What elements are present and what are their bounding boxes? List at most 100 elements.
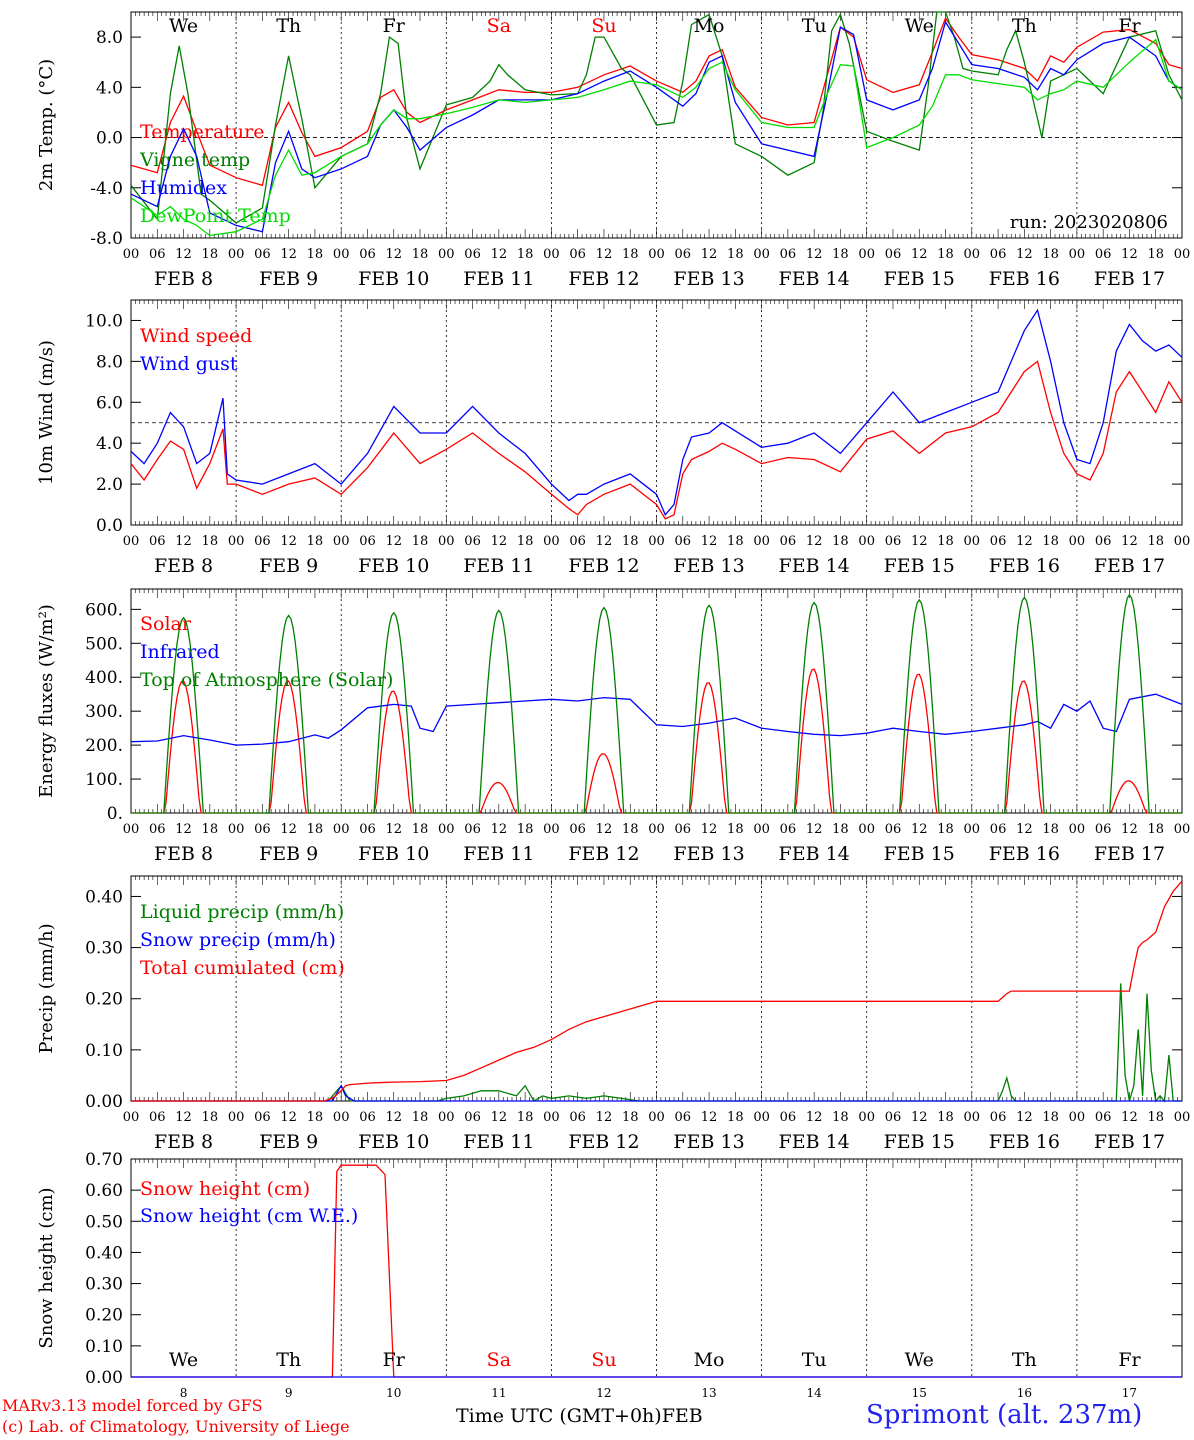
hour-label: 00 [438, 534, 455, 549]
legend-entry: Vigne temp [139, 149, 250, 171]
hour-label: 00 [228, 247, 245, 262]
series-line [130, 693, 1183, 746]
hour-label: 18 [937, 822, 954, 837]
hour-label: 00 [228, 1110, 245, 1125]
hour-label: 06 [254, 1110, 271, 1125]
hour-label: 12 [1121, 1110, 1138, 1125]
weekday-label: Tu [802, 15, 827, 37]
series-line [131, 593, 1182, 814]
hour-label: 18 [832, 822, 849, 837]
hour-label: 18 [202, 822, 219, 837]
date-label: FEB 16 [989, 268, 1060, 290]
hour-label: 00 [438, 822, 455, 837]
hour-label: 06 [149, 822, 166, 837]
hour-label: 00 [543, 534, 560, 549]
day-number-label: 11 [491, 1386, 506, 1400]
date-label: FEB 10 [358, 268, 429, 290]
hour-label: 12 [596, 1110, 613, 1125]
y-tick-label: 8.0 [96, 352, 123, 372]
hour-label: 06 [885, 534, 902, 549]
day-number-label: 9 [285, 1386, 293, 1400]
hour-label: 06 [885, 247, 902, 262]
run-label: run: 2023020806 [1010, 212, 1168, 233]
hour-label: 18 [1042, 247, 1059, 262]
y-tick-label: 0.40 [85, 887, 123, 907]
bottom-weekday-label: Tu [802, 1349, 827, 1371]
hour-label: 12 [280, 247, 297, 262]
date-label: FEB 15 [884, 555, 955, 577]
hour-label: 00 [964, 1110, 981, 1125]
hour-label: 00 [1069, 534, 1086, 549]
date-label: FEB 14 [779, 843, 850, 865]
y-tick-label: 0.20 [85, 1306, 123, 1326]
hour-label: 00 [123, 247, 140, 262]
hour-label: 06 [990, 822, 1007, 837]
y-tick-label: 10.0 [85, 311, 123, 331]
date-label: FEB 16 [989, 555, 1060, 577]
hour-label: 18 [1147, 247, 1164, 262]
hour-label: 12 [1016, 1110, 1033, 1125]
y-axis-label: Snow height (cm) [36, 1187, 57, 1348]
date-label: FEB 13 [673, 843, 744, 865]
hour-label: 18 [937, 1110, 954, 1125]
y-tick-label: 0.00 [85, 1092, 123, 1112]
hour-label: 00 [753, 247, 770, 262]
hour-label: 06 [569, 534, 586, 549]
hour-label: 18 [202, 534, 219, 549]
hour-label: 00 [858, 247, 875, 262]
series-line [131, 1164, 1182, 1378]
bottom-weekday-label: Fr [1118, 1349, 1141, 1371]
hour-label: 12 [911, 534, 928, 549]
series-line [130, 38, 1183, 237]
hour-label: 06 [464, 1110, 481, 1125]
credit-line-1: MARv3.13 model forced by GFS [2, 1396, 263, 1415]
hour-label: 06 [675, 247, 692, 262]
hour-label: 00 [123, 1110, 140, 1125]
series-line [130, 360, 1183, 520]
hour-label: 00 [648, 1110, 665, 1125]
y-tick-label: 0.10 [85, 1041, 123, 1061]
y-tick-label: 200. [85, 736, 123, 756]
hour-label: 12 [491, 534, 508, 549]
day-number-label: 17 [1122, 1386, 1137, 1400]
hour-label: 06 [1095, 534, 1112, 549]
hour-label: 18 [517, 247, 534, 262]
legend-entry: Snow height (cm W.E.) [140, 1205, 358, 1227]
date-label: FEB 9 [259, 555, 318, 577]
y-tick-label: 2.0 [96, 475, 123, 495]
date-label: FEB 14 [779, 555, 850, 577]
y-tick-label: 0.60 [85, 1181, 123, 1201]
y-tick-label: 4.0 [96, 434, 123, 454]
bottom-weekday-label: Mo [694, 1349, 725, 1371]
legend-entry: Wind gust [140, 353, 238, 375]
hour-label: 12 [491, 1110, 508, 1125]
hour-label: 12 [806, 534, 823, 549]
date-label: FEB 12 [568, 1131, 639, 1153]
hour-label: 18 [832, 1110, 849, 1125]
legend-entry: DewPoint Temp [140, 205, 291, 227]
y-axis-label: Precip (mm/h) [36, 923, 57, 1053]
bottom-weekday-label: Sa [487, 1349, 511, 1371]
hour-label: 00 [1069, 1110, 1086, 1125]
y-tick-label: 100. [85, 770, 123, 790]
hour-label: 12 [596, 534, 613, 549]
y-tick-label: 0.0 [96, 516, 123, 536]
day-number-label: 10 [386, 1386, 401, 1400]
series-line [130, 308, 1183, 517]
y-tick-label: -4.0 [90, 179, 123, 199]
hour-label: 12 [806, 1110, 823, 1125]
y-tick-label: 0.00 [85, 1368, 123, 1388]
hour-label: 12 [701, 822, 718, 837]
date-label: FEB 17 [1094, 555, 1165, 577]
hour-label: 06 [569, 822, 586, 837]
hour-label: 12 [596, 822, 613, 837]
hour-label: 18 [202, 247, 219, 262]
hour-label: 18 [622, 822, 639, 837]
series-line [130, 20, 1183, 233]
hour-label: 18 [622, 1110, 639, 1125]
date-label: FEB 9 [259, 843, 318, 865]
hour-label: 00 [123, 822, 140, 837]
day-number-label: 15 [912, 1386, 927, 1400]
hour-label: 06 [149, 247, 166, 262]
